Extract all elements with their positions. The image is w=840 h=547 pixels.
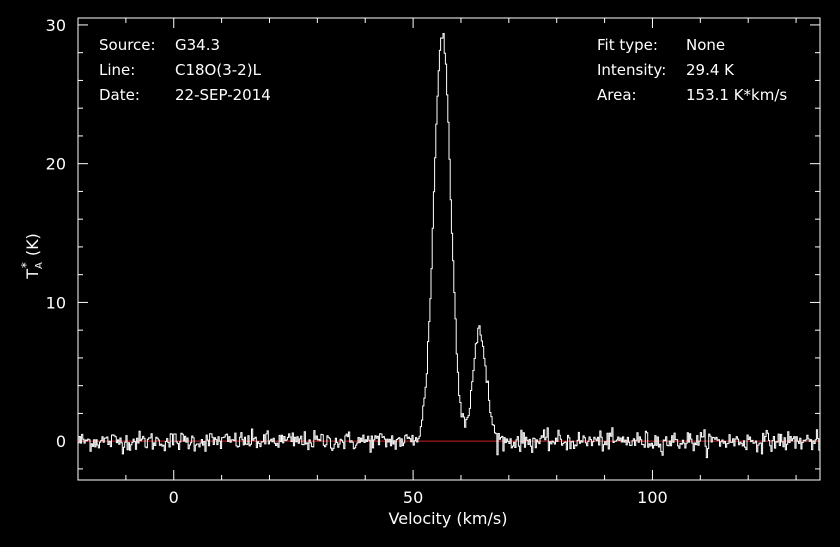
info-right-label: Area: xyxy=(597,86,637,104)
y-axis-ticks: 0 10 20 30 xyxy=(46,16,820,470)
info-left-value: G34.3 xyxy=(175,36,220,54)
y-axis-label-sub: A xyxy=(34,262,45,269)
x-tick-label: 50 xyxy=(403,488,423,507)
plot-border xyxy=(77,17,821,481)
y-axis-label-unit: (K) xyxy=(23,233,42,256)
y-tick-label: 10 xyxy=(46,293,66,312)
y-axis-label-symbol: T xyxy=(23,269,42,280)
info-right-label: Fit type: xyxy=(597,36,658,54)
info-left-label: Source: xyxy=(99,36,156,54)
info-left-value: 22-SEP-2014 xyxy=(175,86,271,104)
info-left-label: Date: xyxy=(99,86,140,104)
x-tick-label: 0 xyxy=(169,488,179,507)
x-axis-label: Velocity (km/s) xyxy=(389,509,508,528)
info-right-label: Intensity: xyxy=(597,61,666,79)
info-right-value: None xyxy=(686,36,725,54)
spectrum-series xyxy=(78,33,821,459)
y-axis-label: TA* (K) xyxy=(19,233,45,280)
info-block-right: Fit type: None Intensity: 29.4 K Area: 153.1 … xyxy=(597,36,787,104)
plot-frame xyxy=(77,17,821,481)
info-block-left: Source: G34.3 Line: C18O(3-2)L Date: 22-SEP-2… xyxy=(99,36,271,104)
y-axis-label-sup: * xyxy=(19,262,33,268)
info-left-label: Line: xyxy=(99,61,135,79)
info-left-value: C18O(3-2)L xyxy=(175,61,262,79)
y-tick-label: 0 xyxy=(56,432,66,451)
info-right-value: 29.4 K xyxy=(686,61,735,79)
x-tick-label: 100 xyxy=(637,488,668,507)
svg-text:TA*(K): TA* (K) xyxy=(19,233,45,280)
y-tick-label: 20 xyxy=(46,155,66,174)
info-right-value: 153.1 K*km/s xyxy=(686,86,787,104)
x-axis-ticks: 0 50 100 xyxy=(77,18,797,507)
y-tick-label: 30 xyxy=(46,16,66,35)
